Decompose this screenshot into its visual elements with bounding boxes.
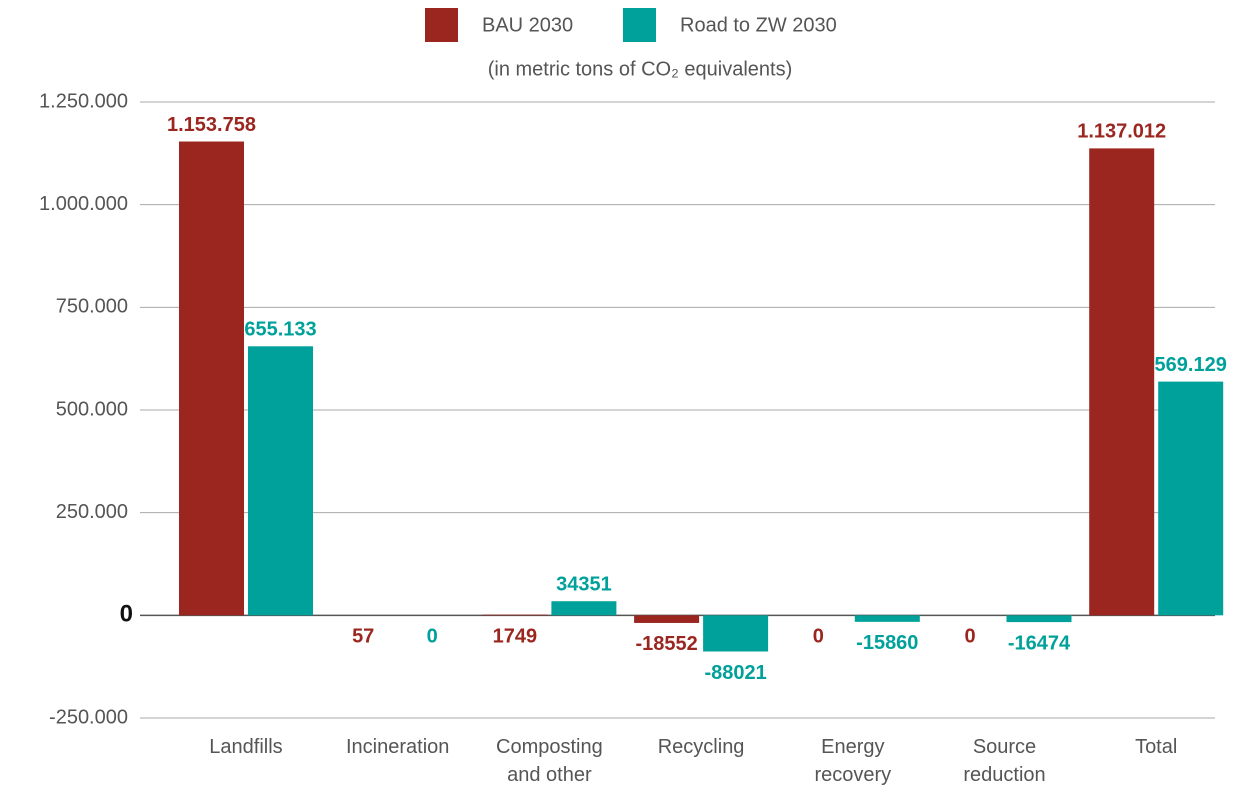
x-tick-label: Source reduction [963, 736, 1046, 786]
value-label: 0 [813, 626, 824, 648]
y-tick-label: 750.000 [56, 296, 128, 318]
bar [1006, 615, 1072, 623]
y-tick-label: 1.000.000 [39, 193, 128, 215]
value-label: 569.129 [1155, 354, 1227, 376]
bar [703, 615, 769, 652]
y-tick-label: 0 [120, 601, 133, 628]
x-tick-label: Incineration [345, 736, 450, 758]
value-label: -88021 [704, 662, 766, 684]
y-tick-label: 500.000 [56, 398, 128, 420]
chart-subtitle: (in metric tons of CO₂ equivalents) [488, 58, 793, 80]
y-tick-label: 250.000 [56, 501, 128, 523]
legend-swatch [623, 8, 656, 42]
value-label: 57 [352, 626, 374, 648]
value-label: -18552 [635, 633, 697, 655]
value-label: -16474 [1008, 632, 1071, 654]
x-tick-label: Total [1135, 736, 1178, 758]
value-label: 1.153.758 [167, 114, 256, 136]
x-tick-label: Composting and other [496, 736, 603, 786]
value-label: 34351 [556, 574, 612, 596]
bar [634, 615, 700, 623]
value-label: 655.133 [244, 319, 316, 341]
value-label: 0 [427, 626, 438, 648]
value-label: -15860 [856, 632, 918, 654]
bar [1158, 381, 1224, 616]
x-tick-label: Landfills [209, 736, 283, 758]
bar [854, 615, 920, 622]
y-tick-label: -250.000 [49, 706, 128, 728]
legend-label: BAU 2030 [482, 14, 573, 36]
value-label: 1749 [493, 626, 538, 648]
y-tick-label: 1.250.000 [39, 90, 128, 112]
bar [248, 346, 313, 616]
bar [482, 614, 548, 616]
value-label: 1.137.012 [1077, 121, 1166, 143]
legend-label: Road to ZW 2030 [680, 14, 837, 36]
bar [179, 141, 244, 616]
x-tick-label: Energy recovery [814, 736, 892, 786]
value-label: 0 [964, 626, 975, 648]
x-tick-label: Recycling [657, 736, 745, 758]
bar [1089, 148, 1155, 616]
bar [551, 601, 617, 616]
legend-swatch [425, 8, 458, 42]
